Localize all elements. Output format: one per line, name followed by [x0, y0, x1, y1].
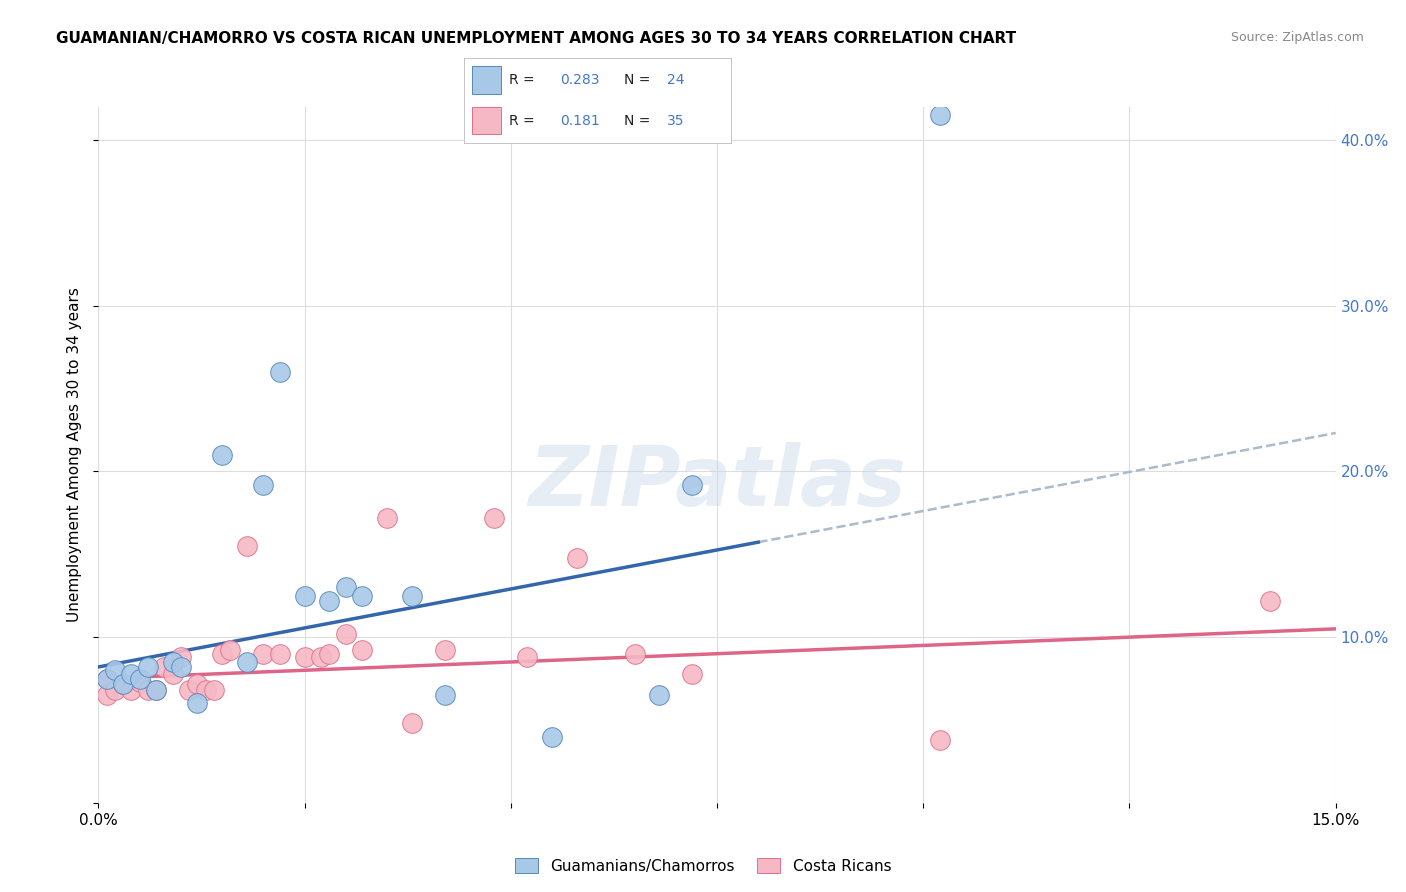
Point — [211, 647, 233, 661]
Text: 35: 35 — [666, 113, 685, 128]
Point — [211, 448, 233, 462]
Point — [375, 511, 398, 525]
Point — [179, 683, 201, 698]
Point — [269, 647, 291, 661]
Text: R =: R = — [509, 113, 544, 128]
Text: GUAMANIAN/CHAMORRO VS COSTA RICAN UNEMPLOYMENT AMONG AGES 30 TO 34 YEARS CORRELA: GUAMANIAN/CHAMORRO VS COSTA RICAN UNEMPL… — [56, 31, 1017, 46]
Point — [335, 627, 357, 641]
Point — [433, 643, 456, 657]
Text: 24: 24 — [666, 73, 685, 87]
Point — [153, 660, 176, 674]
Point — [96, 688, 118, 702]
Point — [219, 643, 242, 657]
Point — [104, 663, 127, 677]
Point — [681, 477, 703, 491]
Text: R =: R = — [509, 73, 540, 87]
Bar — [472, 67, 502, 94]
Point — [112, 676, 135, 690]
Point — [928, 732, 950, 747]
Point — [352, 643, 374, 657]
Point — [145, 683, 167, 698]
Legend: Guamanians/Chamorros, Costa Ricans: Guamanians/Chamorros, Costa Ricans — [509, 852, 897, 880]
Point — [112, 676, 135, 690]
Point — [401, 589, 423, 603]
Point — [681, 666, 703, 681]
Text: Source: ZipAtlas.com: Source: ZipAtlas.com — [1230, 31, 1364, 45]
Point — [128, 674, 150, 689]
Point — [104, 683, 127, 698]
Point — [294, 589, 316, 603]
Point — [186, 697, 208, 711]
Point — [318, 593, 340, 607]
Point — [162, 666, 184, 681]
Y-axis label: Unemployment Among Ages 30 to 34 years: Unemployment Among Ages 30 to 34 years — [67, 287, 83, 623]
Text: 0.181: 0.181 — [560, 113, 600, 128]
Point — [145, 683, 167, 698]
Point — [252, 647, 274, 661]
Bar — [472, 107, 502, 134]
Point — [186, 676, 208, 690]
Point — [541, 730, 564, 744]
Point — [120, 683, 142, 698]
Point — [128, 672, 150, 686]
Point — [623, 647, 645, 661]
Point — [309, 650, 332, 665]
Point — [236, 539, 259, 553]
Text: ZIPatlas: ZIPatlas — [529, 442, 905, 524]
Point — [484, 511, 506, 525]
Point — [194, 683, 217, 698]
Point — [202, 683, 225, 698]
Point — [318, 647, 340, 661]
Point — [96, 672, 118, 686]
Point — [335, 581, 357, 595]
Point — [352, 589, 374, 603]
Point — [120, 666, 142, 681]
Point — [648, 688, 671, 702]
Point — [236, 655, 259, 669]
Point — [928, 108, 950, 122]
Point — [516, 650, 538, 665]
Point — [170, 660, 193, 674]
Point — [162, 655, 184, 669]
Text: N =: N = — [624, 113, 655, 128]
Point — [401, 716, 423, 731]
Point — [294, 650, 316, 665]
Point — [136, 683, 159, 698]
Point — [269, 365, 291, 379]
Text: N =: N = — [624, 73, 655, 87]
Point — [96, 672, 118, 686]
Text: 0.283: 0.283 — [560, 73, 599, 87]
Point — [433, 688, 456, 702]
Point — [565, 550, 588, 565]
Point — [136, 660, 159, 674]
Point — [170, 650, 193, 665]
Point — [1258, 593, 1281, 607]
Point — [252, 477, 274, 491]
